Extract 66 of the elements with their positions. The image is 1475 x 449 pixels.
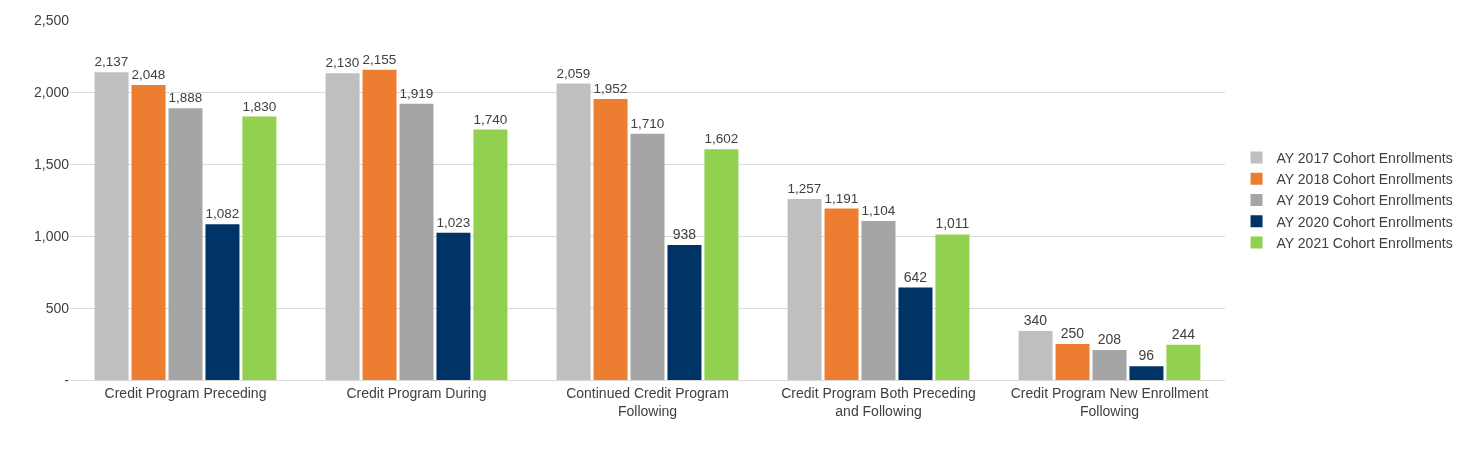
bar — [898, 287, 933, 380]
data-label: 1,952 — [593, 81, 628, 97]
data-label: 1,104 — [861, 203, 896, 219]
data-label: 2,155 — [362, 51, 397, 67]
legend-label: AY 2019 Cohort Enrollments — [1276, 192, 1453, 209]
bar — [168, 108, 203, 380]
bar — [1055, 344, 1090, 380]
x-tick-label: Continued Credit Program Following — [566, 384, 729, 419]
data-label: 2,048 — [131, 67, 166, 83]
data-label: 2,059 — [556, 65, 591, 81]
legend-label: AY 2020 Cohort Enrollments — [1276, 213, 1453, 230]
bar — [1166, 344, 1201, 380]
data-label: 2,130 — [325, 55, 360, 71]
y-tick-label: 1,000 — [33, 227, 70, 244]
bar — [131, 85, 166, 380]
bar — [787, 198, 822, 380]
bar — [1129, 366, 1164, 380]
legend-label: AY 2018 Cohort Enrollments — [1276, 171, 1453, 188]
y-tick-label: 2,500 — [33, 11, 70, 28]
bar — [667, 244, 702, 380]
data-label: 1,011 — [935, 215, 970, 232]
data-label: 1,257 — [787, 181, 822, 197]
data-label: 1,830 — [242, 98, 277, 114]
y-tick-label: 500 — [45, 299, 70, 316]
bar — [436, 232, 471, 380]
bar — [1018, 331, 1053, 380]
data-label: 96 — [1138, 347, 1155, 364]
x-tick-label: Credit Program Preceding — [104, 384, 267, 401]
bar — [242, 116, 277, 380]
bar — [556, 83, 591, 380]
data-label: 938 — [672, 225, 697, 242]
bar — [824, 208, 859, 380]
data-label: 1,710 — [630, 115, 665, 131]
bar — [704, 149, 739, 380]
data-label: 2,137 — [94, 54, 129, 70]
bar — [1092, 350, 1127, 380]
data-label: 642 — [903, 268, 928, 285]
data-label: 1,602 — [704, 131, 739, 147]
bar — [325, 73, 360, 380]
data-label: 340 — [1023, 312, 1048, 329]
bar — [399, 103, 434, 380]
bar — [935, 234, 970, 380]
data-label: 1,888 — [168, 90, 203, 106]
bar — [205, 224, 240, 380]
bar — [94, 72, 129, 380]
bar — [630, 133, 665, 380]
bar — [362, 69, 397, 380]
legend-label: AY 2017 Cohort Enrollments — [1276, 150, 1453, 167]
legend-label: AY 2021 Cohort Enrollments — [1276, 234, 1453, 251]
data-label: 250 — [1060, 325, 1085, 341]
data-label: 244 — [1171, 325, 1196, 342]
data-label: 1,191 — [824, 190, 859, 206]
bar — [473, 129, 508, 380]
data-label: 1,023 — [436, 214, 471, 230]
y-tick-label: - — [64, 371, 70, 388]
data-label: 1,919 — [399, 85, 434, 101]
data-label: 1,740 — [473, 111, 508, 127]
x-tick-label: Credit Program During — [346, 384, 487, 401]
x-tick-label: Credit Program New Enrollment Following — [1010, 384, 1209, 419]
data-label: 1,082 — [205, 206, 240, 222]
bar — [593, 98, 628, 380]
y-tick-label: 1,500 — [33, 155, 70, 172]
y-tick-label: 2,000 — [33, 83, 70, 100]
bar — [861, 221, 896, 380]
x-tick-label: Credit Program Both Preceding and Following — [781, 384, 976, 419]
data-label: 208 — [1097, 331, 1122, 348]
